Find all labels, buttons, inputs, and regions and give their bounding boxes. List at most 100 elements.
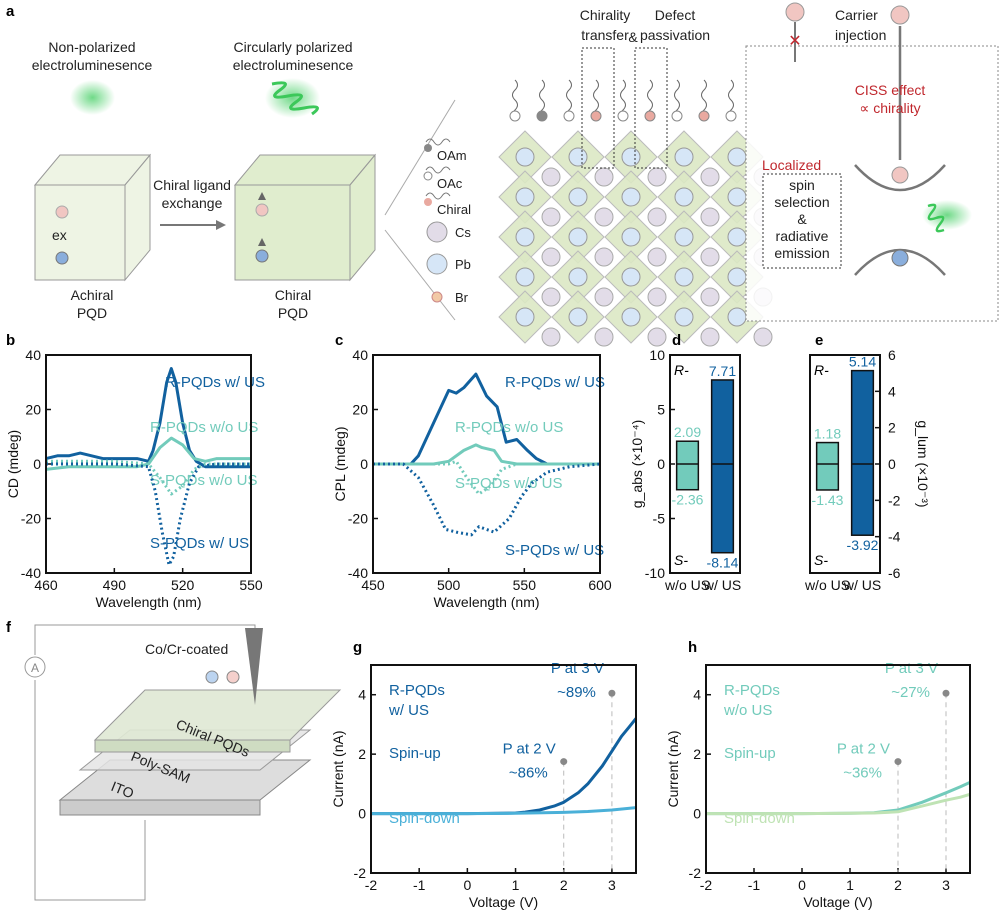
spin-box-3: & (797, 211, 807, 227)
series-label: S-PQDs w/ US (505, 542, 604, 559)
pb-atom (515, 227, 535, 247)
bar-1 (850, 369, 875, 536)
zoom-line (384, 99, 456, 216)
y-tick-label: -6 (888, 565, 901, 581)
legend-cs: Cs (455, 225, 471, 240)
series-label: Spin-up (389, 745, 441, 762)
panel-label-h: h (688, 639, 697, 656)
cs-atom (541, 287, 561, 307)
pb-atom (568, 227, 588, 247)
hole-icon (785, 2, 805, 22)
x-tick-label: 1 (512, 877, 520, 893)
bar-value-pos: 1.18 (814, 426, 841, 442)
cs-atom (700, 167, 720, 187)
x-tick-label: w/ US (703, 577, 741, 593)
hole-icon (255, 203, 269, 217)
cs-atom (594, 327, 614, 347)
plot-frame (809, 354, 881, 574)
x-tick-label: 3 (608, 877, 616, 893)
annotation-value: ~86% (509, 765, 548, 782)
x-axis-label: Wavelength (nm) (433, 594, 539, 610)
chart-h: -2 0 2 4 Current (nA) -2 -1 0 1 2 3 Voltage (V) P at… (665, 660, 971, 910)
y-tick-label: 4 (358, 687, 366, 703)
x-tick-label: 550 (513, 577, 537, 593)
chart-g: -2 0 2 4 Current (nA) -2 -1 0 1 2 3 Voltage (V) P at… (330, 660, 638, 910)
plot-frame (372, 354, 601, 574)
pb-atom (621, 227, 641, 247)
arrow-icon (160, 220, 226, 230)
x-tick-label: -2 (700, 877, 713, 893)
ciss-label-1: CISS effect (855, 82, 926, 98)
x-tick-label: 460 (34, 577, 58, 593)
x-tick-label: -1 (413, 877, 426, 893)
spin-box-2: selection (774, 194, 829, 210)
legend-oam: OAm (437, 148, 467, 163)
cs-atom (594, 167, 614, 187)
plot-frame (370, 664, 637, 874)
series-line-0 (371, 717, 638, 816)
y-tick-label: 0 (358, 806, 366, 822)
panel-a: a Non-polarized electroluminesence Circu… (6, 2, 999, 347)
tip-label: Co/Cr-coated (145, 641, 228, 657)
x-tick-label: 500 (437, 577, 461, 593)
circular-label-1: Circularly polarized (233, 39, 352, 55)
y-tick-label: 0 (888, 456, 896, 472)
diffuse-emission-glow (70, 80, 115, 115)
y-tick-label: 2 (693, 746, 701, 762)
defect-passivation-2: passivation (640, 27, 710, 43)
chirality-transfer-1: Chirality (580, 7, 631, 23)
series-label: S-PQDs w/o US (455, 475, 563, 492)
spin-box-1: spin (789, 177, 815, 193)
x-tick-label: 0 (463, 877, 471, 893)
y-tick-label: 6 (888, 347, 896, 363)
x-tick-label: 2 (894, 877, 902, 893)
magnetic-tip-icon (245, 628, 263, 705)
chart-title: w/ US (388, 702, 429, 719)
nonpolarized-label-2: electroluminesence (32, 57, 153, 73)
ligand-head (509, 110, 521, 122)
annotation-p: P at 3 V (551, 660, 604, 677)
annotation-p: P at 2 V (837, 741, 890, 758)
cs-atom (647, 287, 667, 307)
series-line-2 (46, 459, 251, 496)
y-tick-label: 4 (888, 383, 896, 399)
cs-atom (594, 207, 614, 227)
y-tick-label: -10 (645, 565, 665, 581)
y-tick-label: 10 (649, 347, 665, 363)
cs-atom (647, 247, 667, 267)
y-tick-label: -40 (348, 565, 368, 581)
electron-icon (255, 249, 269, 263)
helix-emission-icon (265, 78, 320, 118)
y-tick-label: -40 (21, 565, 41, 581)
defect-passivation-box (634, 47, 668, 169)
chart-title: w/o US (723, 702, 772, 719)
pb-atom (674, 227, 694, 247)
bar-0 (675, 440, 700, 491)
series-label: Spin-down (389, 810, 460, 827)
x-tick-label: 0 (798, 877, 806, 893)
perovskite-lattice (498, 79, 773, 347)
x-tick-label: -2 (365, 877, 378, 893)
bar-0 (815, 441, 840, 491)
chirality-transfer-2: transfer (581, 27, 629, 43)
panel-f: f A Chiral PQDs Poly-SAM ITO Co/Cr-coate… (6, 619, 342, 901)
series-label: R-PQDs w/ US (505, 374, 605, 391)
series-line-3 (373, 462, 601, 537)
y-axis-label: g_lum (×10⁻³) (915, 420, 931, 507)
marker-point (894, 758, 902, 766)
y-axis-label: CD (mdeg) (5, 430, 21, 498)
y-axis-label: Current (nA) (330, 730, 346, 807)
pb-atom (621, 187, 641, 207)
x-tick-label: 490 (103, 577, 127, 593)
y-tick-label: 20 (352, 402, 368, 418)
y-axis-label: CPL (mdeg) (332, 427, 348, 502)
ligand-head (698, 110, 710, 122)
cs-atom (541, 207, 561, 227)
band-curve (854, 164, 946, 192)
annotation-p: P at 3 V (885, 660, 938, 677)
spin-electron-icon (226, 670, 240, 684)
legend-pb: Pb (455, 257, 471, 272)
series-line-1 (373, 443, 600, 466)
annotation-value: ~27% (891, 684, 930, 701)
legend-oac: OAc (437, 176, 463, 191)
